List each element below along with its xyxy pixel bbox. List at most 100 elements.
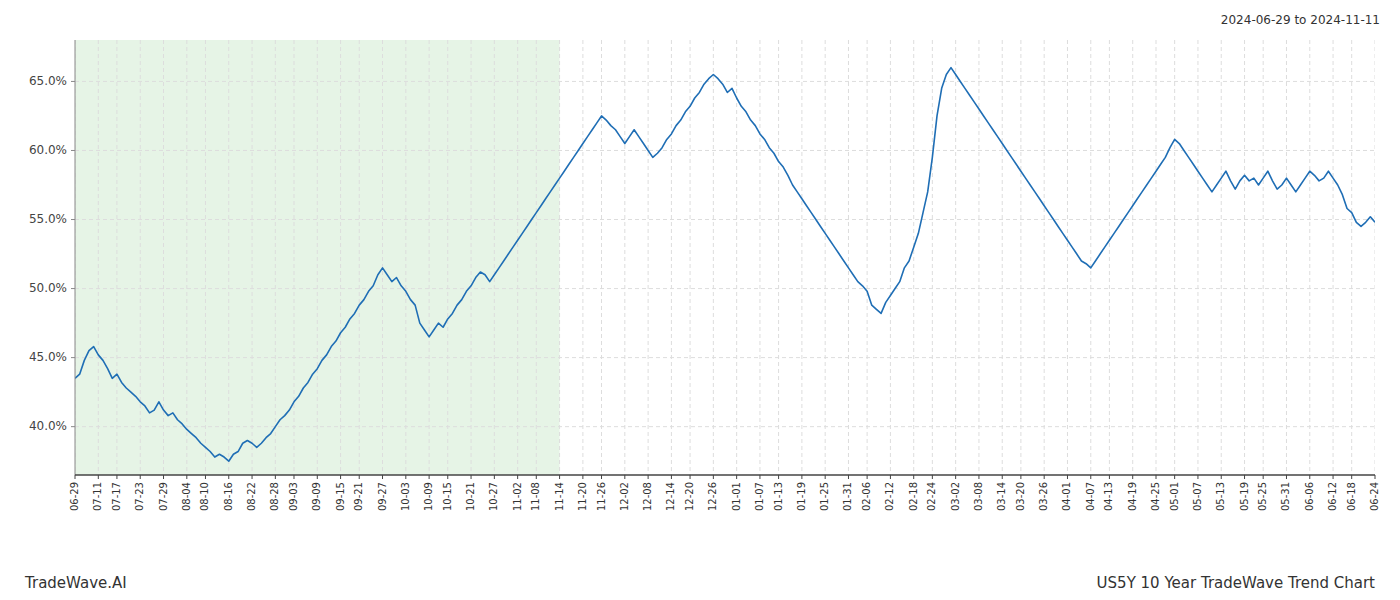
y-tick: [71, 150, 75, 151]
x-tick: [471, 475, 472, 479]
grid-line-x: [494, 40, 495, 475]
grid-line-x: [890, 40, 891, 475]
x-tick: [582, 475, 583, 479]
x-tick-label: 08-28: [269, 482, 280, 511]
x-tick: [382, 475, 383, 479]
x-tick-label: 04-19: [1127, 482, 1138, 511]
x-tick-label: 12-26: [707, 482, 718, 511]
title: US5Y 10 Year TradeWave Trend Chart: [1097, 574, 1376, 592]
grid-line-x: [1375, 40, 1376, 475]
grid-line-y: [75, 81, 1375, 82]
y-tick-label: 50.0%: [29, 281, 67, 295]
x-tick: [648, 475, 649, 479]
axes: 40.0%45.0%50.0%55.0%60.0%65.0%06-2907-11…: [29, 40, 1380, 511]
x-tick-label: 10-15: [442, 482, 453, 511]
grid-line-x: [1309, 40, 1310, 475]
x-tick: [1286, 475, 1287, 479]
grid-line-x: [275, 40, 276, 475]
grid-line-x: [359, 40, 360, 475]
y-axis-line: [75, 40, 76, 475]
x-tick-label: 07-17: [111, 482, 122, 511]
x-tick-label: 07-11: [92, 482, 103, 511]
x-tick: [1067, 475, 1068, 479]
y-tick: [71, 81, 75, 82]
x-tick: [252, 475, 253, 479]
grid-line-x: [848, 40, 849, 475]
x-tick: [116, 475, 117, 479]
x-tick-label: 03-08: [973, 482, 984, 511]
x-tick: [778, 475, 779, 479]
grid-line-x: [713, 40, 714, 475]
y-tick-label: 55.0%: [29, 212, 67, 226]
x-tick-label: 11-08: [530, 482, 541, 511]
x-tick: [1221, 475, 1222, 479]
x-tick: [1263, 475, 1264, 479]
x-tick: [1351, 475, 1352, 479]
x-tick-label: 10-03: [400, 482, 411, 511]
x-tick: [75, 475, 76, 479]
x-tick: [228, 475, 229, 479]
grid-line-x: [382, 40, 383, 475]
x-tick-label: 02-18: [908, 482, 919, 511]
grid-line-x: [1090, 40, 1091, 475]
grid-line-x: [140, 40, 141, 475]
grid-line-x: [1333, 40, 1334, 475]
x-tick: [1197, 475, 1198, 479]
grid-line-x: [671, 40, 672, 475]
grid-line-x: [759, 40, 760, 475]
grid-line-x: [825, 40, 826, 475]
x-tick-label: 04-01: [1061, 482, 1072, 511]
grid-line-x: [252, 40, 253, 475]
grid-line-x: [293, 40, 294, 475]
grid-line-x: [517, 40, 518, 475]
grid-line-x: [536, 40, 537, 475]
grid-line-x: [1002, 40, 1003, 475]
grid-line-x: [559, 40, 560, 475]
page: {"chart_data": { "type": "line", "title"…: [0, 0, 1400, 600]
x-tick-label: 07-23: [134, 482, 145, 511]
x-tick: [848, 475, 849, 479]
y-tick: [71, 219, 75, 220]
grid-line-x: [1020, 40, 1021, 475]
x-tick-label: 01-25: [819, 482, 830, 511]
grid-line-x: [867, 40, 868, 475]
grid-line-x: [601, 40, 602, 475]
grid-line-x: [228, 40, 229, 475]
grid-line-x: [801, 40, 802, 475]
x-tick: [978, 475, 979, 479]
x-tick-label: 10-09: [423, 482, 434, 511]
x-tick: [517, 475, 518, 479]
grid-line-x: [186, 40, 187, 475]
x-tick-label: 01-01: [731, 482, 742, 511]
x-tick: [1002, 475, 1003, 479]
grid-line-y: [75, 288, 1375, 289]
x-tick-label: 09-09: [311, 482, 322, 511]
x-tick-label: 01-19: [796, 482, 807, 511]
plot-area: [75, 40, 1375, 475]
x-tick-label: 11-26: [596, 482, 607, 511]
x-tick-label: 03-14: [996, 482, 1007, 511]
x-tick-label: 05-01: [1169, 482, 1180, 511]
x-tick-label: 05-13: [1215, 482, 1226, 511]
x-tick: [1174, 475, 1175, 479]
x-tick-label: 02-24: [926, 482, 937, 511]
x-tick-label: 10-27: [488, 482, 499, 511]
y-tick-label: 65.0%: [29, 74, 67, 88]
x-tick: [340, 475, 341, 479]
x-tick-label: 04-07: [1085, 482, 1096, 511]
grid-line-y: [75, 426, 1375, 427]
x-tick-label: 09-27: [377, 482, 388, 511]
x-tick-label: 11-14: [554, 482, 565, 511]
x-axis-line: [75, 474, 1375, 476]
x-tick: [759, 475, 760, 479]
x-tick: [275, 475, 276, 479]
x-tick-label: 08-10: [199, 482, 210, 511]
grid-line-x: [1156, 40, 1157, 475]
grid-line-x: [1109, 40, 1110, 475]
x-tick: [801, 475, 802, 479]
y-tick: [71, 426, 75, 427]
x-tick: [1090, 475, 1091, 479]
trend-line: [75, 68, 1375, 462]
x-tick-label: 12-20: [684, 482, 695, 511]
x-tick: [1044, 475, 1045, 479]
